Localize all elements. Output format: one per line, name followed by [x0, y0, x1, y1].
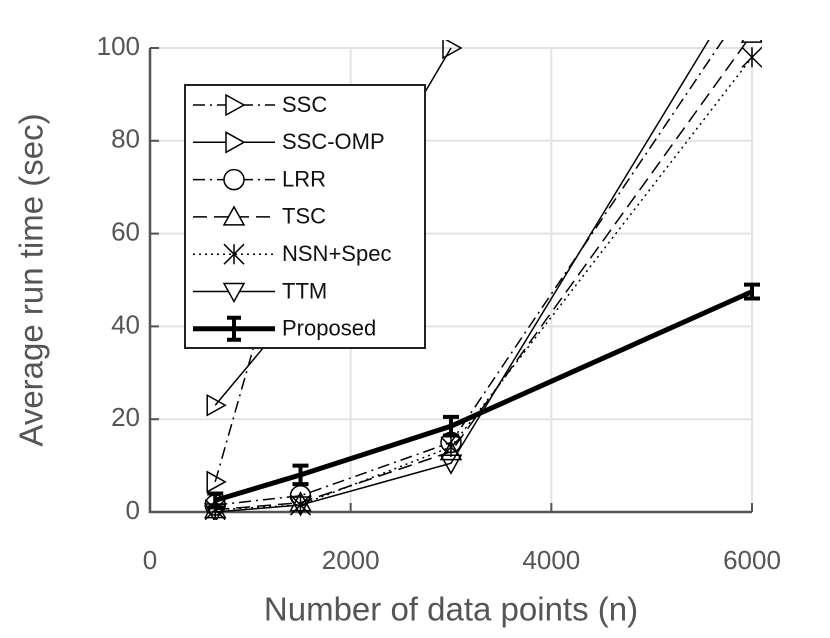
marker [442, 40, 463, 60]
marker [225, 93, 246, 117]
y-axis-label: Average run time (sec) [13, 113, 50, 446]
y-tick-label: 20 [111, 402, 140, 432]
y-tick-label: 0 [126, 495, 140, 525]
marker [222, 282, 246, 304]
plot-area [203, 0, 762, 520]
legend-label: TTM [282, 278, 327, 303]
marker [225, 131, 246, 154]
marker [440, 436, 462, 458]
marker [206, 394, 227, 417]
y-tick-label: 60 [111, 216, 140, 246]
series-line [215, 56, 753, 511]
marker [740, 40, 762, 43]
series-line [214, 289, 754, 503]
x-tick-label: 2000 [322, 545, 380, 575]
y-tick-label: 40 [111, 309, 140, 339]
legend-label: TSC [282, 204, 326, 229]
marker [741, 46, 762, 68]
legend-label: Proposed [282, 316, 376, 341]
x-tick-label: 0 [143, 545, 157, 575]
series-line [215, 40, 749, 511]
error-bar [292, 463, 309, 487]
marker [223, 168, 245, 191]
marker [742, 0, 762, 7]
y-tick-label: 80 [111, 124, 140, 154]
x-axis-label: Number of data points (n) [264, 591, 638, 628]
marker [439, 454, 463, 475]
error-bar [744, 282, 760, 301]
marker [223, 243, 245, 265]
error-bar [207, 491, 224, 510]
legend-label: SSC-OMP [282, 129, 385, 154]
marker [439, 440, 463, 461]
marker [206, 470, 227, 494]
marker [222, 205, 246, 226]
series-line [215, 40, 724, 506]
legend-label: NSN+Spec [282, 241, 391, 266]
x-tick-label: 6000 [723, 545, 781, 575]
series-line [215, 40, 710, 513]
legend-label: SSC [282, 92, 327, 117]
legend-label: LRR [282, 166, 326, 191]
error-bar [443, 414, 459, 438]
y-tick-label: 100 [97, 31, 140, 61]
marker [289, 496, 312, 517]
legend-marker [227, 315, 241, 342]
x-tick-label: 4000 [522, 545, 580, 575]
